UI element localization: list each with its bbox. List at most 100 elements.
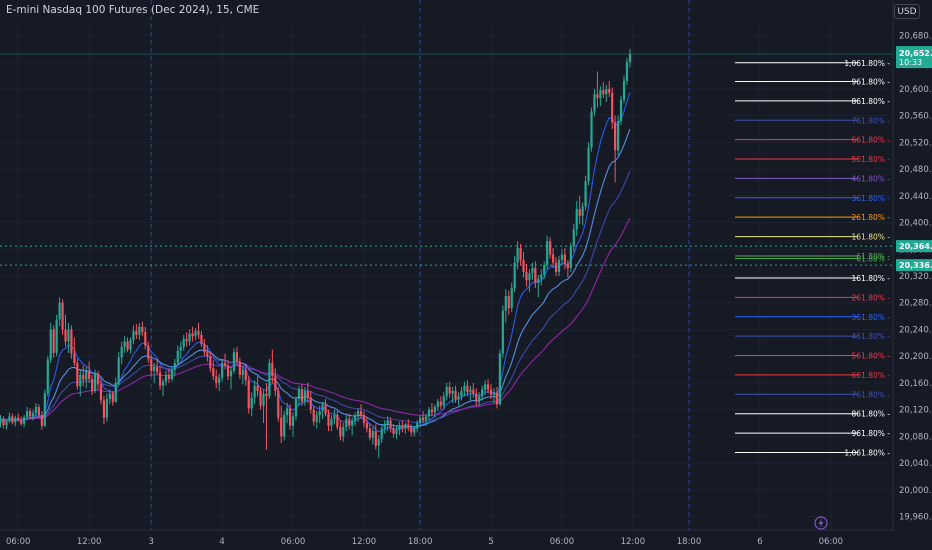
candle-body — [359, 411, 363, 416]
candle — [274, 368, 277, 397]
candle-body — [164, 374, 168, 382]
candle — [291, 412, 295, 437]
candle — [61, 299, 64, 335]
candle-body — [551, 254, 555, 263]
candle-body — [200, 334, 203, 345]
candle — [31, 409, 35, 421]
candle — [427, 407, 431, 421]
moving-average-line — [0, 91, 631, 433]
candle — [616, 115, 620, 156]
candle — [102, 396, 106, 425]
candle-body — [70, 329, 73, 354]
candles — [0, 48, 632, 458]
candle — [232, 348, 236, 374]
candle-body — [138, 326, 141, 335]
candle — [55, 314, 58, 357]
candle — [321, 401, 324, 420]
candle-body — [581, 206, 584, 216]
fib-level: 661.80% - — [735, 136, 890, 145]
candle-body — [265, 393, 268, 397]
fib-level: 161.80% - — [735, 233, 890, 242]
candle-body — [212, 368, 215, 377]
price-tick-label: 19,960.00 — [899, 513, 932, 523]
candle-body — [153, 366, 156, 371]
candle — [229, 366, 233, 390]
candle-body — [215, 376, 218, 383]
candle — [504, 289, 507, 323]
candle-body — [25, 411, 29, 418]
candle-body — [321, 404, 324, 412]
candle-body — [185, 338, 188, 342]
fib-level: 861.80% - — [735, 97, 890, 106]
reference-price-bg — [896, 240, 932, 253]
candle — [451, 386, 454, 403]
candle-body — [170, 369, 173, 379]
candle-body — [351, 420, 354, 426]
candle — [398, 421, 401, 436]
time-tick-label: 12:00 — [621, 537, 646, 547]
candle-body — [336, 415, 339, 428]
candle-body — [31, 413, 35, 417]
candle-body — [147, 345, 150, 359]
candle-body — [554, 262, 558, 272]
candle-body — [472, 389, 475, 394]
candle-body — [525, 271, 528, 281]
candle-body — [111, 393, 114, 402]
candle — [354, 412, 357, 426]
candle — [28, 408, 32, 420]
candle-body — [206, 352, 209, 357]
candle — [608, 80, 611, 97]
candle — [513, 255, 516, 293]
fib-label: 861.80% - — [852, 97, 891, 106]
candle — [76, 358, 79, 390]
candle-body — [235, 352, 238, 362]
candle — [85, 366, 88, 389]
candle-body — [52, 329, 55, 353]
candle-body — [88, 370, 91, 379]
candle — [161, 378, 165, 397]
candle — [185, 332, 188, 347]
candle — [288, 404, 292, 430]
candle — [79, 369, 82, 397]
candle — [554, 257, 558, 276]
candle — [519, 243, 522, 266]
candle-body — [8, 416, 11, 422]
candle-body — [73, 353, 76, 363]
candle-body — [413, 428, 416, 433]
candle — [566, 259, 569, 278]
candle-body — [489, 389, 493, 395]
candle-body — [519, 247, 522, 260]
candle-body — [611, 92, 614, 123]
candle — [537, 274, 540, 298]
candle — [105, 393, 108, 422]
candle-body — [280, 417, 283, 437]
candle — [501, 305, 504, 358]
candle-body — [383, 424, 386, 429]
candle-body — [232, 352, 236, 371]
candle-body — [596, 94, 599, 99]
candle-body — [430, 409, 434, 413]
candle — [34, 403, 38, 417]
candle-body — [102, 400, 106, 418]
candle — [602, 82, 605, 99]
candle-body — [197, 330, 200, 335]
time-tick-label: 12:00 — [352, 537, 377, 547]
currency-badge[interactable]: USD — [894, 4, 920, 19]
lightning-icon-bolt — [818, 518, 824, 528]
candle-body — [386, 420, 389, 425]
candle — [209, 352, 212, 373]
candle-body — [475, 393, 478, 402]
fib-level: 561.80% - — [735, 155, 890, 164]
candle-body — [188, 333, 191, 342]
candle — [495, 386, 499, 409]
candle — [472, 382, 475, 398]
symbol-title[interactable]: E-mini Nasdaq 100 Futures (Dec 2024), 15… — [6, 4, 260, 16]
candle — [457, 392, 460, 406]
candle-body — [268, 362, 271, 397]
candle-body — [419, 417, 422, 424]
candle — [17, 413, 20, 422]
candle — [191, 326, 194, 342]
fib-label: 461.80% - — [852, 332, 891, 341]
candle-body — [622, 80, 626, 100]
